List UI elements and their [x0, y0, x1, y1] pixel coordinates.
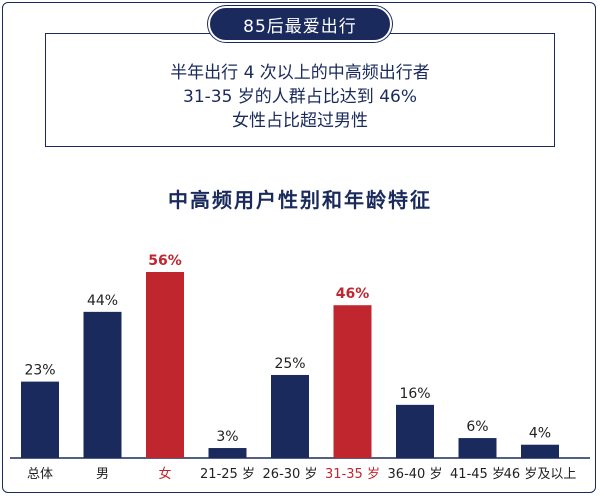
- category-label-8: 41-45 岁: [450, 467, 505, 482]
- value-label-2: 44%: [87, 293, 118, 309]
- bar-8: [458, 438, 497, 458]
- category-label-6: 31-35 岁: [325, 467, 380, 482]
- info-line-2: 31-35 岁的人群占比达到 46%: [183, 87, 417, 107]
- value-label-4: 3%: [216, 429, 238, 445]
- value-label-3: 56%: [148, 253, 182, 269]
- bar-1: [21, 381, 59, 458]
- bar-3: [146, 272, 184, 458]
- category-label-4: 21-25 岁: [200, 467, 255, 482]
- bar-4: [208, 448, 247, 458]
- bar-6: [333, 305, 372, 458]
- chart-title: 中高频用户性别和年龄特征: [168, 188, 432, 212]
- info-line-1: 半年出行 4 次以上的中高频出行者: [170, 63, 430, 83]
- bar-5: [271, 374, 309, 458]
- value-label-1: 23%: [24, 363, 55, 379]
- outer-frame: [2, 2, 596, 493]
- info-line-3: 女性占比超过男性: [232, 111, 368, 131]
- category-label-1: 总体: [27, 467, 53, 482]
- value-label-7: 16%: [399, 386, 430, 402]
- category-label-9: 46 岁及以上: [504, 467, 577, 482]
- category-label-7: 36-40 岁: [388, 467, 443, 482]
- bar-9: [521, 444, 559, 458]
- category-label-3: 女: [158, 466, 171, 482]
- value-label-8: 6%: [466, 419, 488, 435]
- header-pill: 85后最爱出行: [208, 6, 392, 42]
- bar-2: [83, 311, 122, 458]
- value-label-6: 46%: [336, 286, 370, 302]
- value-label-5: 25%: [274, 356, 305, 372]
- info-box: 半年出行 4 次以上的中高频出行者 31-35 岁的人群占比达到 46% 女性占…: [45, 33, 555, 147]
- category-label-5: 26-30 岁: [263, 467, 318, 482]
- bar-7: [396, 404, 434, 458]
- value-label-9: 4%: [529, 426, 551, 442]
- category-label-2: 男: [96, 467, 109, 482]
